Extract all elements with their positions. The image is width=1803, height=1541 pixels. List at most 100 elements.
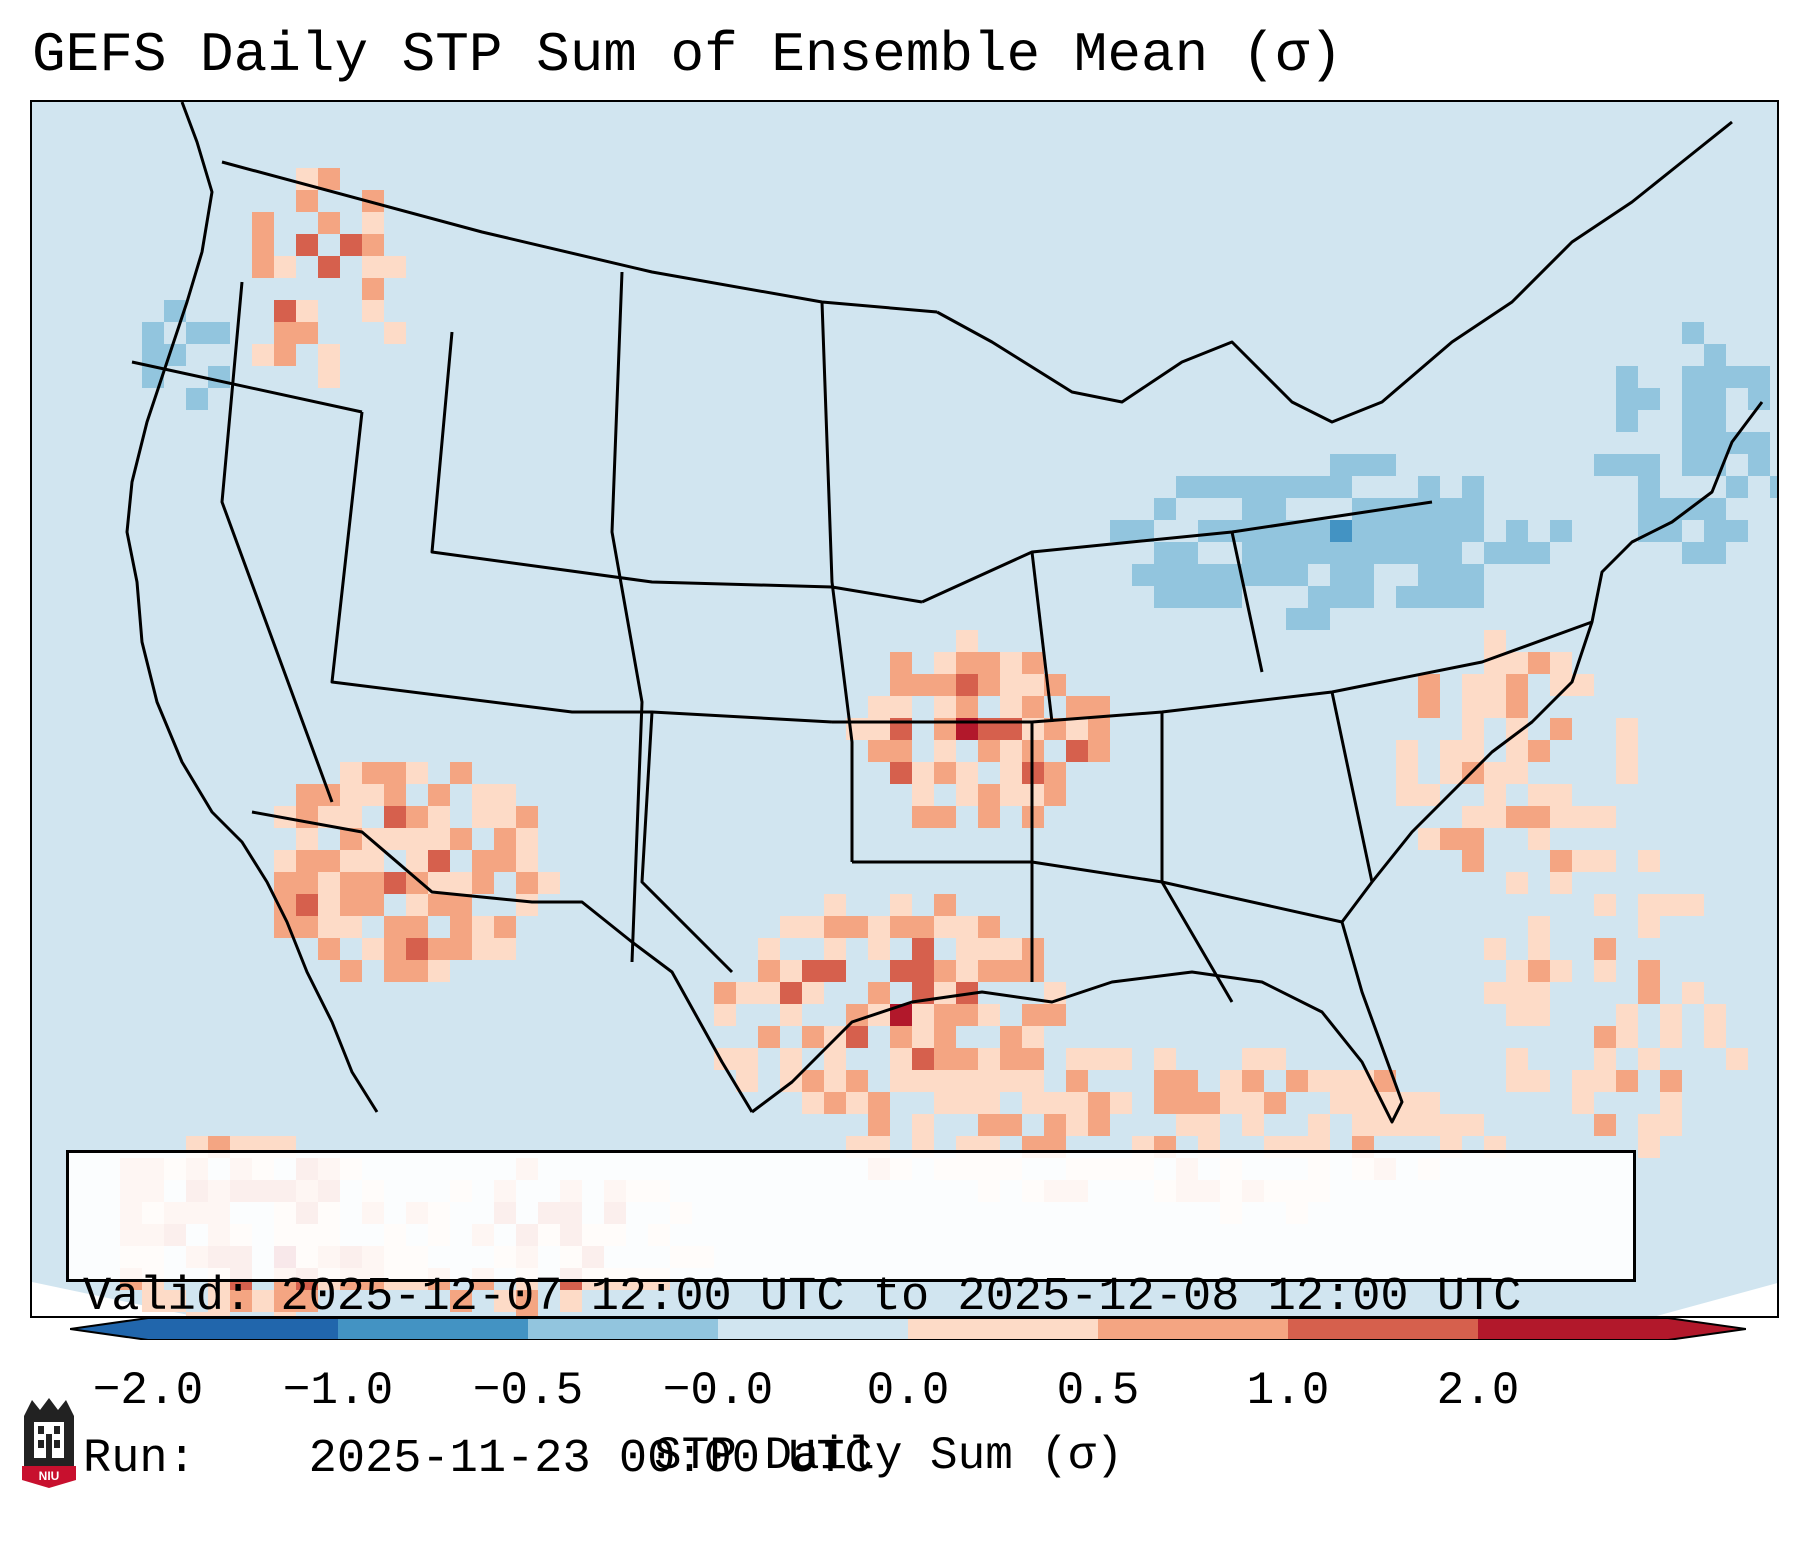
anomaly-cell [428, 960, 450, 982]
anomaly-cell [1264, 542, 1286, 564]
anomaly-cell [1066, 1114, 1088, 1136]
anomaly-cell [956, 784, 978, 806]
anomaly-cell [1154, 1070, 1176, 1092]
anomaly-cell [1044, 1092, 1066, 1114]
anomaly-cell [912, 674, 934, 696]
anomaly-cell [1418, 542, 1440, 564]
anomaly-cell [1704, 388, 1726, 410]
anomaly-cell [912, 1026, 934, 1048]
anomaly-cell [406, 872, 428, 894]
anomaly-cell [1242, 1114, 1264, 1136]
niu-logo-icon: NIU [22, 1398, 76, 1488]
anomaly-cell [1396, 740, 1418, 762]
anomaly-cell [1682, 388, 1704, 410]
anomaly-cell [912, 1070, 934, 1092]
anomaly-cell [472, 938, 494, 960]
anomaly-cell [1308, 1114, 1330, 1136]
anomaly-cell [1330, 586, 1352, 608]
anomaly-cell [890, 652, 912, 674]
anomaly-cell [472, 784, 494, 806]
anomaly-cell [1550, 718, 1572, 740]
anomaly-cell [780, 1048, 802, 1070]
anomaly-cell [934, 894, 956, 916]
colorbar [70, 1318, 1746, 1340]
anomaly-cell [1462, 586, 1484, 608]
colorbar-segment [908, 1318, 1099, 1340]
anomaly-cell [956, 630, 978, 652]
anomaly-cell [1704, 366, 1726, 388]
anomaly-cell [384, 256, 406, 278]
anomaly-cell [1462, 564, 1484, 586]
anomaly-cell [450, 828, 472, 850]
anomaly-cell [1506, 718, 1528, 740]
anomaly-cell [1616, 366, 1638, 388]
anomaly-cell [516, 1290, 538, 1312]
anomaly-cell [1660, 1092, 1682, 1114]
anomaly-cell [956, 916, 978, 938]
anomaly-cell [824, 1092, 846, 1114]
anomaly-cell [890, 762, 912, 784]
anomaly-cell [1726, 476, 1748, 498]
anomaly-cell [1000, 784, 1022, 806]
anomaly-cell [934, 1092, 956, 1114]
anomaly-cell [978, 784, 1000, 806]
anomaly-cell [1418, 1114, 1440, 1136]
anomaly-cell [1220, 1070, 1242, 1092]
anomaly-cell [1418, 828, 1440, 850]
anomaly-cell [1066, 1070, 1088, 1092]
anomaly-cell [1000, 1026, 1022, 1048]
anomaly-cell [252, 212, 274, 234]
anomaly-cell [978, 960, 1000, 982]
run-value: 2025-11-23 00:00 UTC [308, 1433, 873, 1486]
anomaly-cell [1396, 498, 1418, 520]
anomaly-cell [1176, 542, 1198, 564]
canada-border [221, 160, 938, 314]
run-label: Run: [83, 1433, 196, 1486]
anomaly-cell [1154, 564, 1176, 586]
anomaly-cell [1330, 520, 1352, 542]
colorbar-segment [338, 1318, 529, 1340]
anomaly-cell [1660, 1070, 1682, 1092]
anomaly-cell [1726, 520, 1748, 542]
anomaly-cell [340, 960, 362, 982]
anomaly-cell [296, 828, 318, 850]
anomaly-cell [450, 894, 472, 916]
anomaly-cell [1616, 388, 1638, 410]
anomaly-cell [252, 256, 274, 278]
anomaly-cell [340, 784, 362, 806]
anomaly-cell [1440, 1114, 1462, 1136]
anomaly-cell [1308, 542, 1330, 564]
anomaly-cell [1176, 1092, 1198, 1114]
anomaly-cell [406, 762, 428, 784]
anomaly-cell [1550, 674, 1572, 696]
anomaly-cell [1638, 916, 1660, 938]
anomaly-cell [1528, 542, 1550, 564]
anomaly-cell [758, 1026, 780, 1048]
anomaly-cell [428, 850, 450, 872]
anomaly-cell [362, 256, 384, 278]
anomaly-cell [956, 1070, 978, 1092]
anomaly-cell [428, 828, 450, 850]
colorbar-tick-label: 0.5 [1056, 1365, 1140, 1417]
anomaly-cell [1528, 960, 1550, 982]
anomaly-cell [406, 806, 428, 828]
anomaly-cell [890, 894, 912, 916]
anomaly-cell [978, 1004, 1000, 1026]
anomaly-cell [384, 872, 406, 894]
anomaly-cell [274, 344, 296, 366]
anomaly-cell [1462, 718, 1484, 740]
anomaly-cell [736, 982, 758, 1004]
anomaly-cell [1638, 1114, 1660, 1136]
anomaly-cell [1396, 762, 1418, 784]
anomaly-cell [1000, 740, 1022, 762]
anomaly-cell [1418, 1092, 1440, 1114]
anomaly-cell [1550, 652, 1572, 674]
anomaly-cell [494, 806, 516, 828]
anomaly-cell [1682, 432, 1704, 454]
anomaly-cell [758, 982, 780, 1004]
anomaly-cell [1440, 740, 1462, 762]
anomaly-cell [1286, 542, 1308, 564]
anomaly-cell [714, 1048, 736, 1070]
anomaly-cell [1462, 476, 1484, 498]
anomaly-cell [1594, 960, 1616, 982]
